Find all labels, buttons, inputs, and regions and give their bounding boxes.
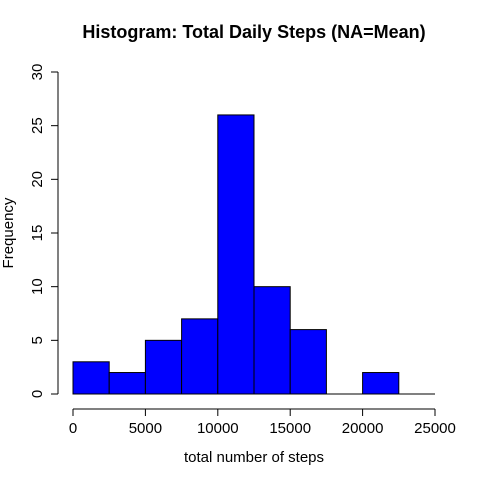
bars-group xyxy=(72,114,435,395)
histogram-bar-4 xyxy=(217,114,255,395)
y-tick-label: 0 xyxy=(29,390,46,398)
x-tick-label: 25000 xyxy=(414,420,456,437)
histogram-bar-8 xyxy=(362,372,400,395)
y-axis-label: Frequency xyxy=(0,197,17,268)
x-tick-label: 10000 xyxy=(197,420,239,437)
histogram-bar-6 xyxy=(289,329,327,395)
x-tick-label: 0 xyxy=(69,420,77,437)
histogram-bar-2 xyxy=(144,339,183,395)
y-tick-label: 25 xyxy=(29,117,46,134)
y-tick-label: 30 xyxy=(29,64,46,81)
y-tick-label: 15 xyxy=(29,225,46,242)
histogram-bar-5 xyxy=(253,286,291,395)
y-tick-label: 20 xyxy=(29,171,46,188)
x-axis: 0 5000 10000 15000 20000 25000 xyxy=(69,408,456,437)
chart-title: Histogram: Total Daily Steps (NA=Mean) xyxy=(82,22,425,42)
histogram-bar-3 xyxy=(181,318,219,395)
x-tick-label: 5000 xyxy=(129,420,162,437)
y-tick-label: 5 xyxy=(29,336,46,344)
x-tick-label: 15000 xyxy=(269,420,311,437)
histogram-bar-1 xyxy=(108,372,146,395)
y-axis: 0 5 10 15 20 25 30 xyxy=(29,64,59,398)
x-axis-label: total number of steps xyxy=(184,449,324,466)
x-tick-label: 20000 xyxy=(342,420,384,437)
y-tick-label: 10 xyxy=(29,278,46,295)
histogram-bar-0 xyxy=(72,361,110,395)
